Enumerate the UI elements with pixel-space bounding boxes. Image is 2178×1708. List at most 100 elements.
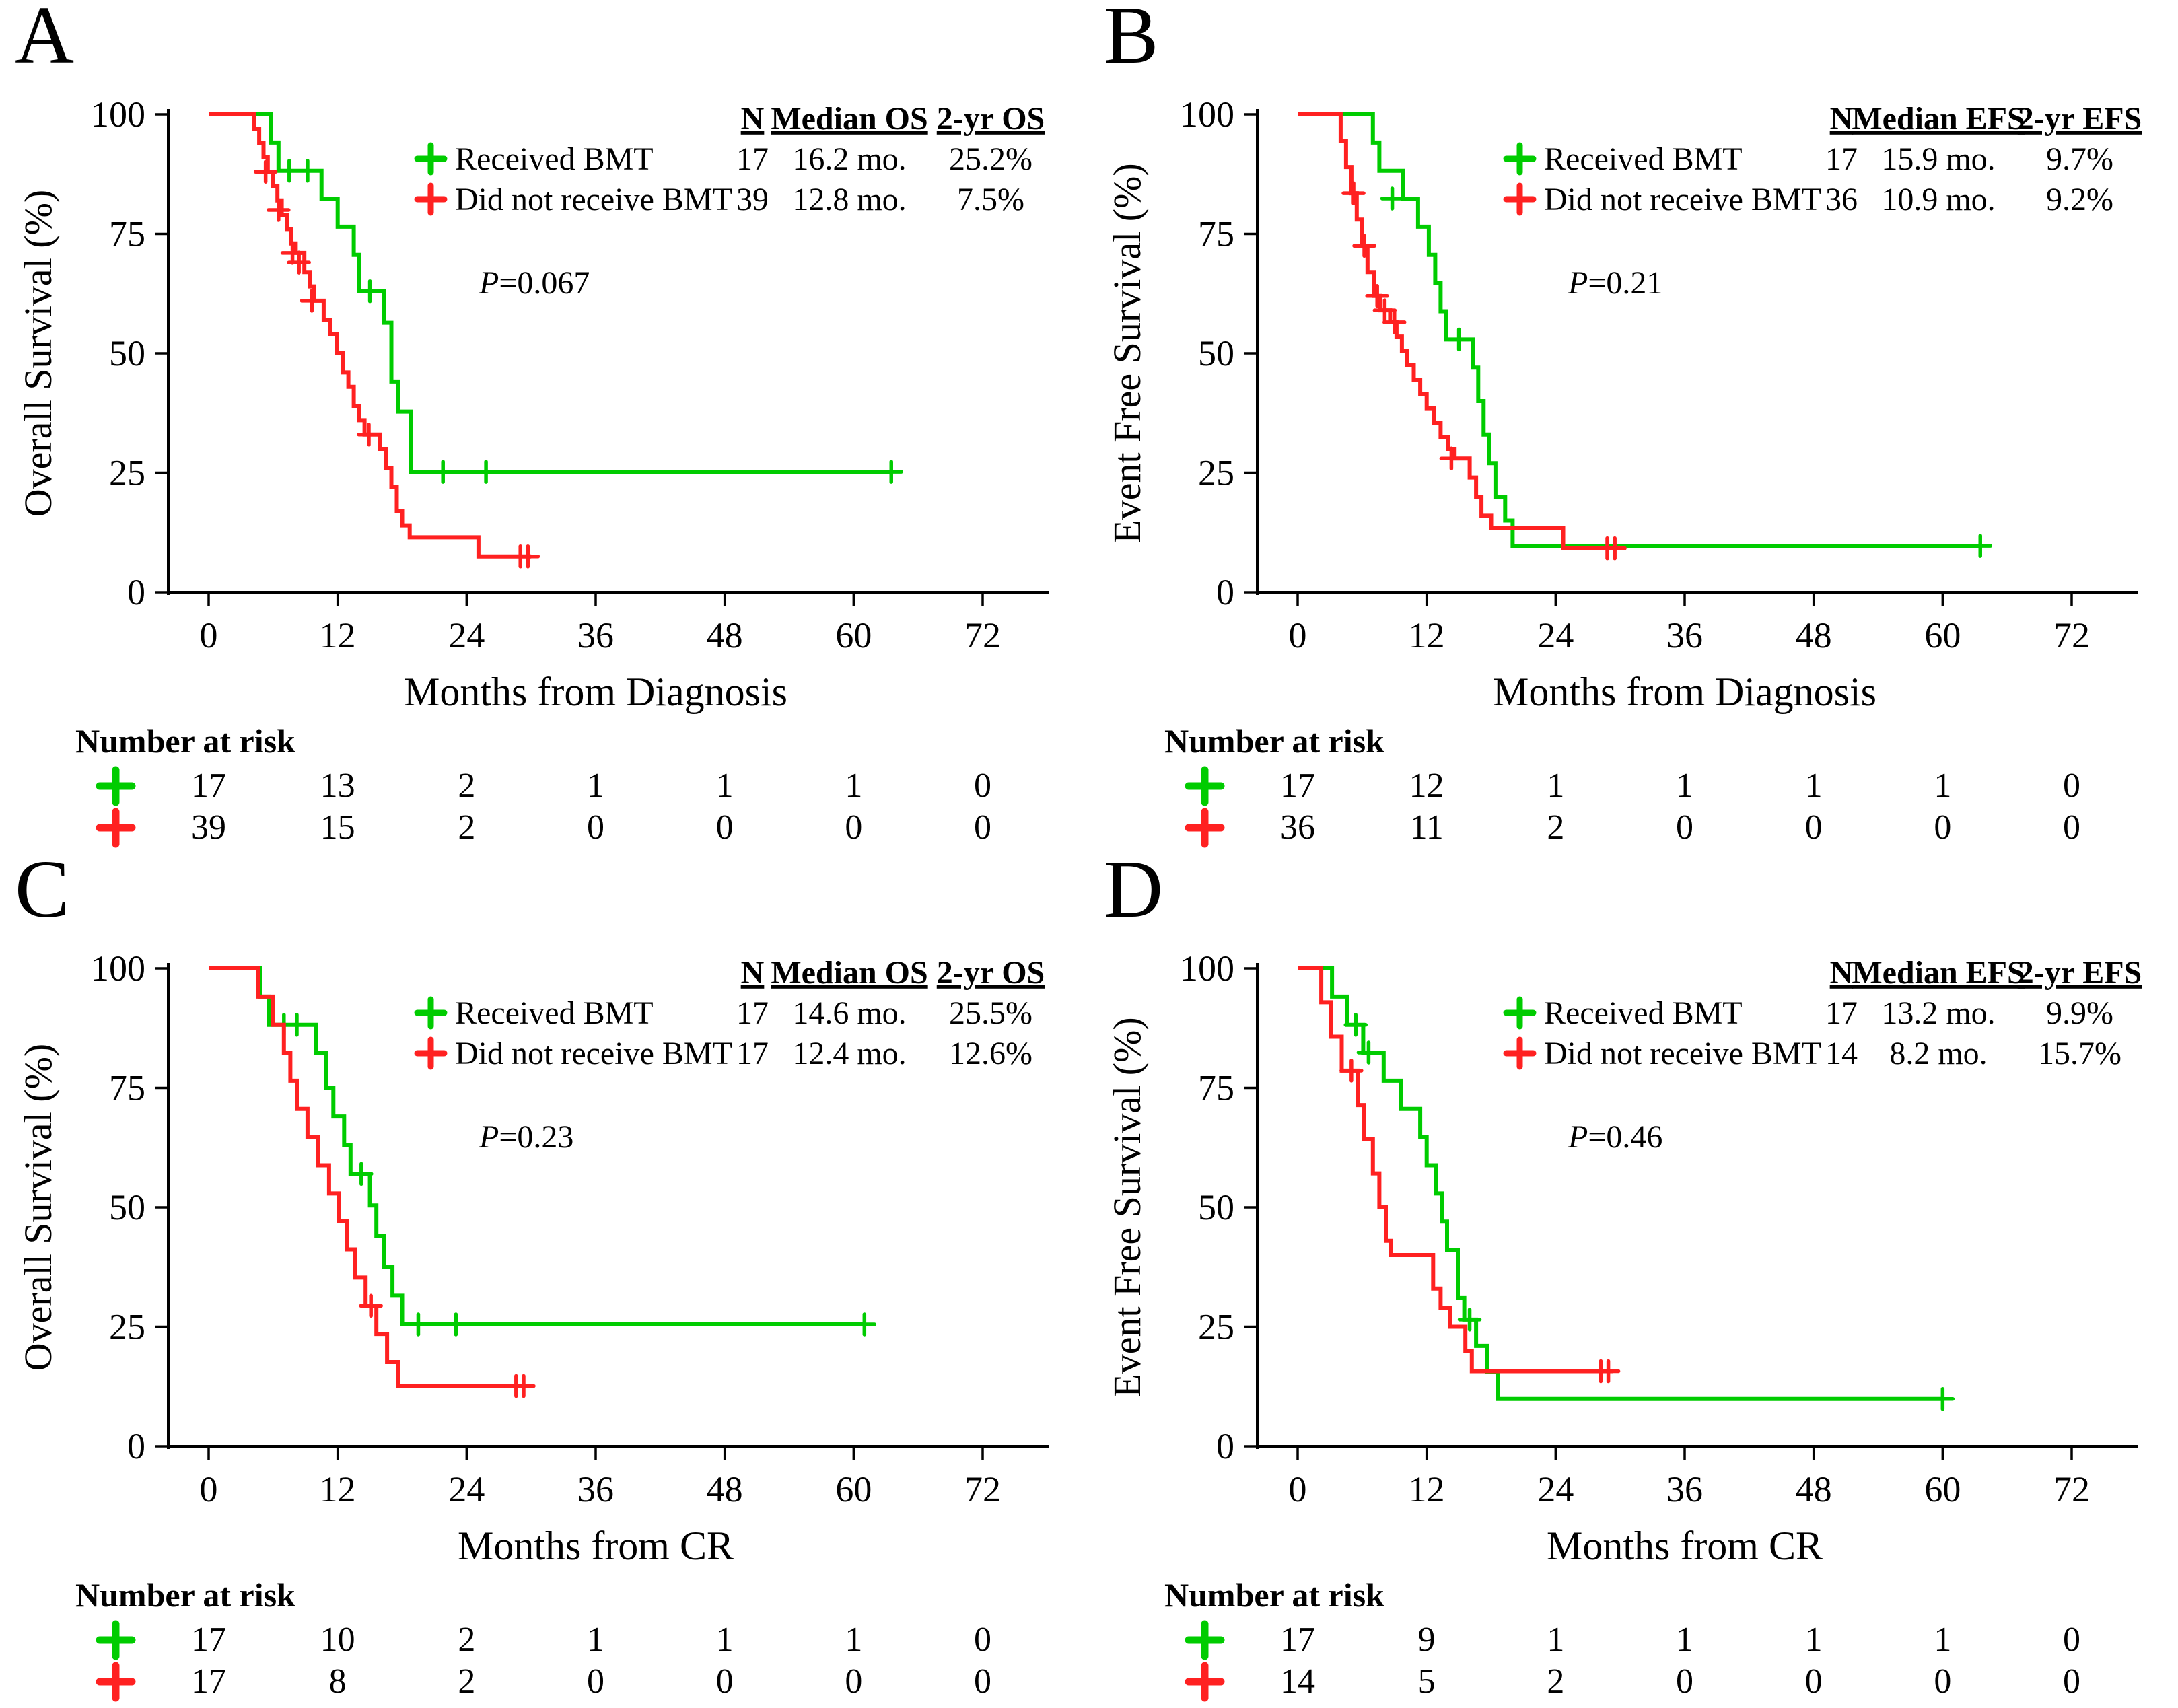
x-tick-label: 72 xyxy=(2053,615,2090,655)
risk-count-no_bmt: 0 xyxy=(845,808,862,847)
risk-count-bmt: 17 xyxy=(191,1621,226,1659)
x-tick-label: 12 xyxy=(1409,1469,1445,1509)
legend-label-no_bmt: Did not receive BMT xyxy=(1544,182,1821,217)
p-value-label: P=0.46 xyxy=(1568,1119,1662,1155)
y-tick-label: 75 xyxy=(109,214,145,254)
x-tick-label: 48 xyxy=(1796,615,1832,655)
y-tick-label: 25 xyxy=(1198,453,1234,493)
x-tick-label: 36 xyxy=(577,1469,614,1509)
survival-curve-bmt xyxy=(1298,966,1943,1401)
risk-count-no_bmt: 0 xyxy=(1676,808,1693,847)
risk-count-bmt: 1 xyxy=(1934,1621,1951,1659)
legend-n-bmt: 17 xyxy=(736,995,769,1031)
x-tick-label: 72 xyxy=(2053,1469,2090,1509)
x-axis-title: Months from CR xyxy=(458,1524,734,1568)
legend-2yr-bmt: 9.7% xyxy=(2046,141,2113,177)
survival-curve-no_bmt xyxy=(209,966,526,1388)
x-tick-label: 36 xyxy=(1666,1469,1703,1509)
y-tick-label: 50 xyxy=(1198,1187,1234,1227)
legend-n-no_bmt: 36 xyxy=(1825,182,1858,217)
legend-label-no_bmt: Did not receive BMT xyxy=(455,1036,732,1071)
risk-count-no_bmt: 0 xyxy=(1805,1662,1823,1701)
risk-count-bmt: 1 xyxy=(716,767,734,805)
legend-2yr-no_bmt: 15.7% xyxy=(2038,1036,2121,1071)
risk-count-no_bmt: 0 xyxy=(1934,1662,1951,1701)
x-tick-label: 0 xyxy=(200,1469,218,1509)
legend-col-median: Median OS xyxy=(771,101,927,137)
y-axis-title: Event Free Survival (%) xyxy=(1105,1017,1149,1397)
legend-median-no_bmt: 12.4 mo. xyxy=(792,1036,906,1071)
risk-count-no_bmt: 2 xyxy=(1547,808,1564,847)
legend-median-bmt: 15.9 mo. xyxy=(1881,141,1995,177)
risk-count-bmt: 1 xyxy=(587,1621,604,1659)
risk-count-bmt: 1 xyxy=(845,1621,862,1659)
y-tick-label: 100 xyxy=(91,94,145,135)
panel-c: C 0 25 50 75 100 0 12 24 36 48 60 72 Overall Surviva… xyxy=(0,854,1089,1708)
legend-col-n: N xyxy=(1830,955,1854,991)
x-tick-label: 60 xyxy=(1924,1469,1961,1509)
legend-n-bmt: 17 xyxy=(1825,995,1858,1031)
legend-col-median: Median EFS xyxy=(1852,955,2025,991)
legend-median-no_bmt: 8.2 mo. xyxy=(1889,1036,1987,1071)
legend-label-bmt: Received BMT xyxy=(455,995,654,1031)
x-axis-title: Months from Diagnosis xyxy=(404,670,787,714)
number-at-risk-header: Number at risk xyxy=(75,1576,295,1614)
x-tick-label: 48 xyxy=(707,1469,743,1509)
panel-b: B 0 25 50 75 100 0 12 24 36 48 60 72 Event Free Surv… xyxy=(1089,0,2178,854)
survival-curve-bmt xyxy=(209,112,892,474)
p-value-label: P=0.067 xyxy=(479,265,590,301)
x-tick-label: 48 xyxy=(1796,1469,1832,1509)
y-tick-label: 50 xyxy=(109,333,145,373)
legend-n-no_bmt: 39 xyxy=(736,182,769,217)
legend-n-bmt: 17 xyxy=(1825,141,1858,177)
risk-count-no_bmt: 14 xyxy=(1280,1662,1315,1701)
legend-col-median: Median EFS xyxy=(1852,101,2025,137)
risk-count-no_bmt: 36 xyxy=(1280,808,1315,847)
legend-col-2yr: 2-yr EFS xyxy=(2018,101,2142,137)
x-tick-label: 0 xyxy=(1289,615,1307,655)
x-tick-label: 72 xyxy=(964,615,1001,655)
legend-label-bmt: Received BMT xyxy=(1544,995,1743,1031)
survival-curve-no_bmt xyxy=(1298,112,1621,550)
risk-count-bmt: 9 xyxy=(1418,1621,1436,1659)
legend-n-no_bmt: 14 xyxy=(1825,1036,1858,1071)
panel-letter-c: C xyxy=(15,854,70,935)
risk-count-bmt: 0 xyxy=(2063,767,2080,805)
y-tick-label: 75 xyxy=(1198,1068,1234,1108)
risk-count-no_bmt: 2 xyxy=(1547,1662,1564,1701)
risk-count-bmt: 1 xyxy=(1934,767,1951,805)
x-tick-label: 36 xyxy=(577,615,614,655)
x-tick-label: 24 xyxy=(448,1469,485,1509)
y-tick-label: 25 xyxy=(109,1307,145,1347)
number-at-risk-header: Number at risk xyxy=(75,722,295,760)
legend-col-median: Median OS xyxy=(771,955,927,991)
x-tick-label: 24 xyxy=(1537,615,1574,655)
y-tick-label: 0 xyxy=(127,572,145,612)
y-tick-label: 50 xyxy=(1198,333,1234,373)
y-tick-label: 75 xyxy=(109,1068,145,1108)
risk-count-no_bmt: 0 xyxy=(2063,1662,2080,1701)
legend-median-bmt: 14.6 mo. xyxy=(792,995,906,1031)
risk-count-bmt: 1 xyxy=(716,1621,734,1659)
legend-2yr-no_bmt: 7.5% xyxy=(957,182,1024,217)
legend-label-bmt: Received BMT xyxy=(455,141,654,177)
x-tick-label: 12 xyxy=(1409,615,1445,655)
risk-count-bmt: 13 xyxy=(320,767,355,805)
y-axis-title: Event Free Survival (%) xyxy=(1105,163,1149,543)
risk-count-no_bmt: 0 xyxy=(1676,1662,1693,1701)
p-value-label: P=0.21 xyxy=(1568,265,1662,301)
risk-count-no_bmt: 17 xyxy=(191,1662,226,1701)
legend-n-no_bmt: 17 xyxy=(736,1036,769,1071)
legend-n-bmt: 17 xyxy=(736,141,769,177)
risk-count-bmt: 0 xyxy=(2063,1621,2080,1659)
y-axis-title: Overall Survival (%) xyxy=(16,1044,60,1371)
panel-letter-d: D xyxy=(1104,854,1164,935)
legend-col-2yr: 2-yr OS xyxy=(937,955,1045,991)
risk-count-bmt: 1 xyxy=(1547,767,1564,805)
legend-label-no_bmt: Did not receive BMT xyxy=(1544,1036,1821,1071)
risk-count-no_bmt: 2 xyxy=(458,808,475,847)
